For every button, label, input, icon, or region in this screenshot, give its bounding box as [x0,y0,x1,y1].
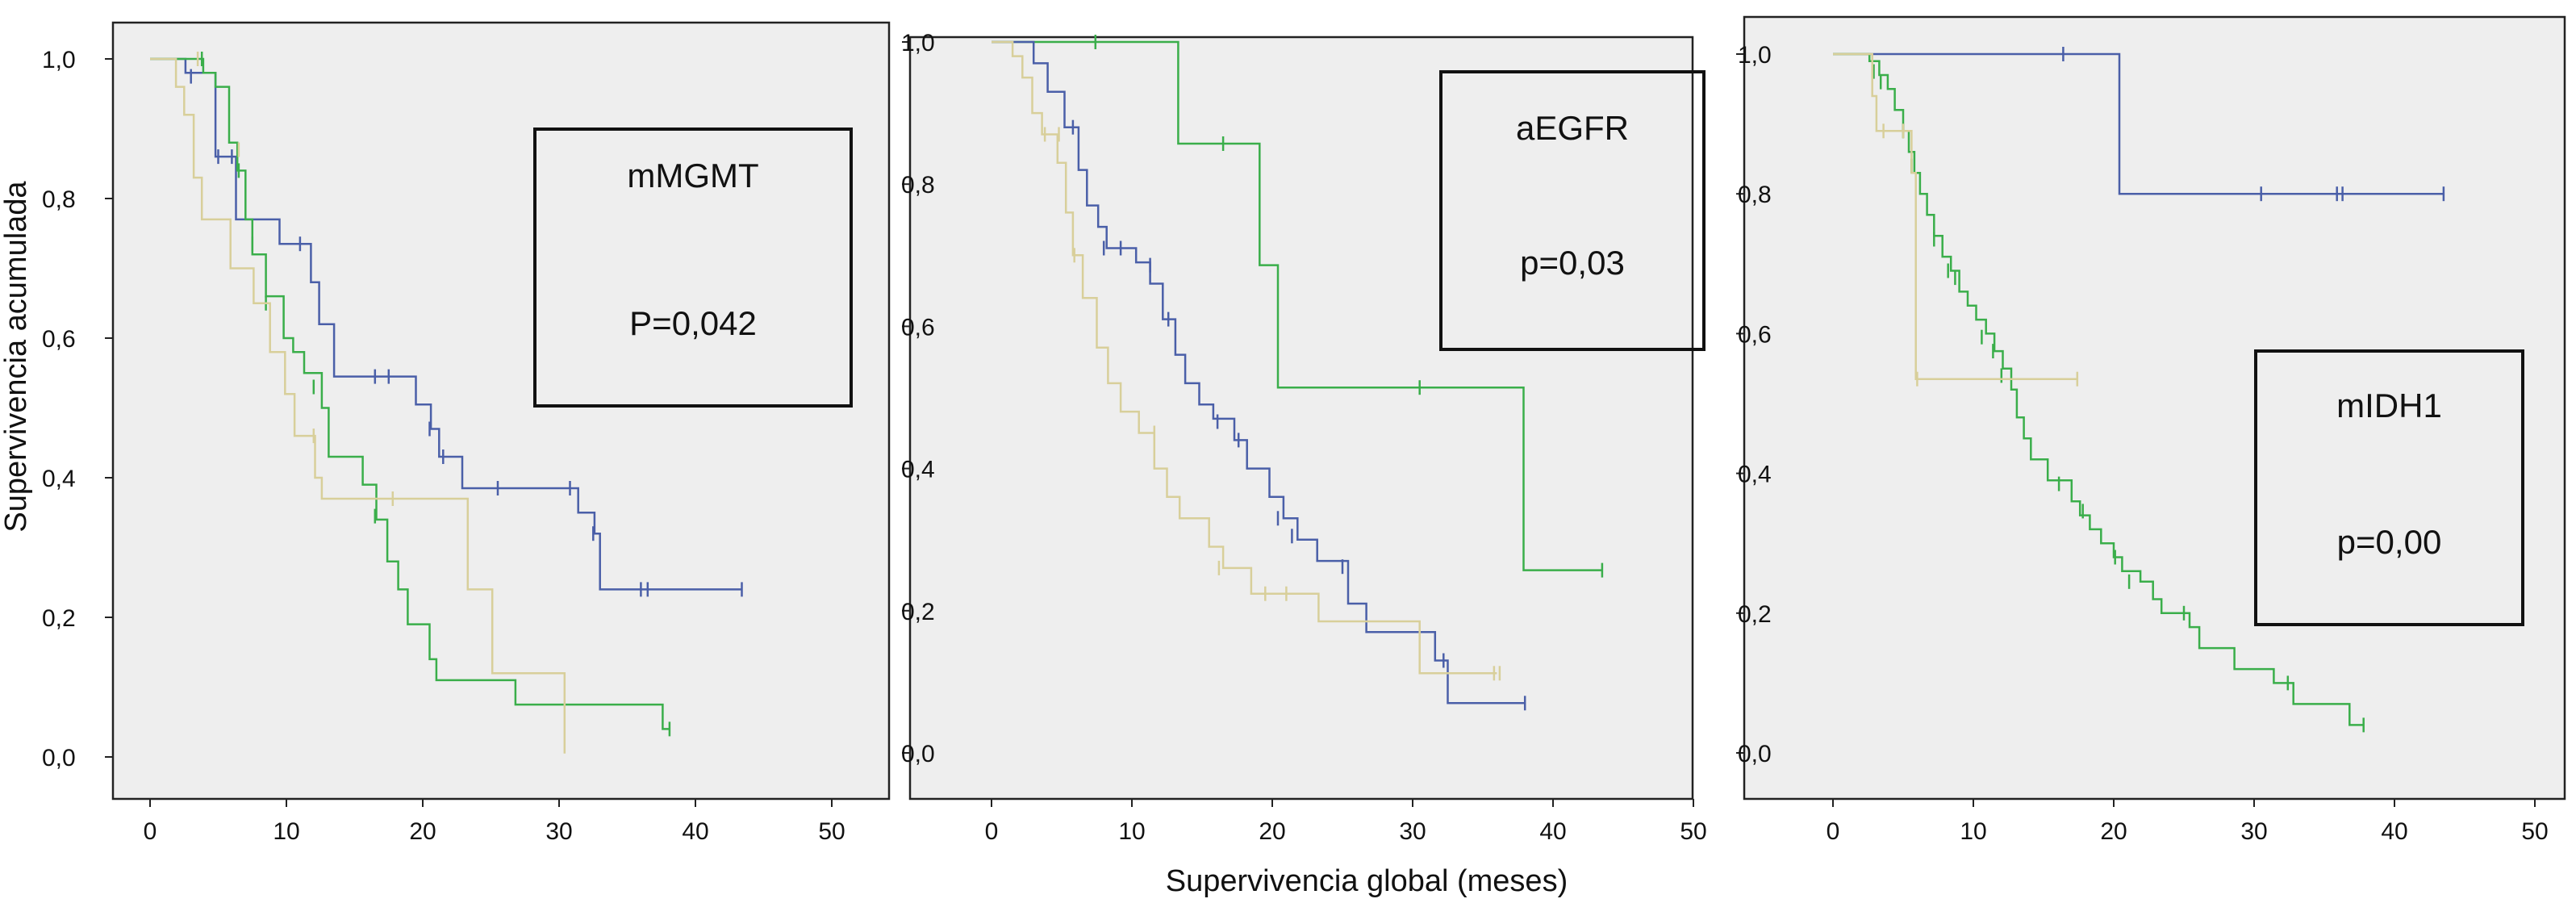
panel-3-x-tick-label: 50 [2521,818,2548,845]
panel-1-y-tick-label: 0,8 [42,186,76,213]
panel-2-x-tick-label: 20 [1259,818,1285,845]
panel-2-x-tick-label: 30 [1399,818,1426,845]
panel-1-x-tick-label: 20 [409,818,436,845]
panel-2-y-tick-label: 0,0 [901,741,935,767]
panel-1-plot-area [111,21,891,801]
panel-3-x-tick-label: 30 [2240,818,2267,845]
panel-3-y-tick-label: 0,2 [1738,601,1772,628]
panel-3-plot-area [1743,15,2566,801]
panel-3-p-value: p=0,00 [2337,523,2442,561]
panel-1-y-tick-label: 0,0 [42,745,76,771]
panel-1-marker-label: mMGMT [627,157,758,194]
panel-2-x-tick-label: 40 [1539,818,1566,845]
panel-2-y-tick-label: 0,8 [901,172,935,199]
panel-2-x-tick-label: 10 [1118,818,1145,845]
panel-2-plot-area [908,36,1694,801]
panel-1-y-tick-label: 0,6 [42,326,76,353]
panel-3-y-tick-label: 1,0 [1738,42,1772,69]
panel-3-x-tick-label: 0 [1827,818,1840,845]
panel-2-y-tick-label: 0,6 [901,314,935,341]
panel-3: 0 10 20 30 40 50 0,0 0,2 0,4 0,6 0,8 1,0 mIDH1 p=0,00 [1736,15,2566,845]
panel-3-y-tick-label: 0,4 [1738,462,1772,488]
panel-1-curve-green [150,57,670,730]
panel-1: 0 10 20 30 40 50 0,0 0,2 0,4 0,6 0,8 1,0 mMGMT P=0,04… [42,21,891,845]
panel-3-y-tick-label: 0,6 [1738,321,1772,348]
panel-2-annotation-box [1439,70,1706,351]
panel-1-curve-tan [150,57,566,754]
panel-3-y-tick-label: 0,8 [1738,182,1772,208]
panel-2-curve-tan [992,40,1497,675]
panel-2-y-tick-label: 0,4 [901,457,935,483]
panel-3-x-tick-label: 40 [2381,818,2407,845]
panel-1-x-tick-label: 10 [273,818,299,845]
panel-2-marker-label: aEGFR [1516,109,1629,147]
panel-1-annotation-box [533,128,853,408]
panel-1-x-tick-label: 30 [545,818,572,845]
panel-3-y-tick-label: 0,0 [1738,741,1772,767]
y-axis-label: Supervivencia acumulada [0,181,33,533]
panel-3-curve-green [1833,52,2364,726]
panel-1-x-tick-label: 50 [818,818,845,845]
panel-3-annotation-box [2254,349,2524,626]
panel-2: 0 10 20 30 40 50 0,0 0,2 0,4 0,6 0,8 1,0 aEGFR p=0,03 [901,30,1707,845]
panel-3-marker-label: mIDH1 [2336,387,2442,424]
panel-1-y-tick-label: 0,4 [42,466,76,492]
panel-1-y-tick-label: 1,0 [42,47,76,73]
panel-1-p-value: P=0,042 [629,304,757,342]
panel-2-y-tick-label: 1,0 [901,30,935,56]
x-axis-label: Supervivencia global (meses) [1166,864,1568,898]
panel-2-curve-green [992,40,1602,571]
panel-3-x-tick-label: 10 [1960,818,1986,845]
panel-2-y-tick-label: 0,2 [901,599,935,625]
panel-1-y-tick-label: 0,2 [42,605,76,632]
panel-3-x-tick-label: 20 [2100,818,2127,845]
panel-1-x-tick-label: 40 [682,818,708,845]
panel-3-curve-blue [1833,52,2444,195]
panel-1-x-tick-label: 0 [144,818,157,845]
panel-2-p-value: p=0,03 [1520,244,1625,282]
panel-3-curve-tan [1833,52,2077,380]
panel-2-x-tick-label: 0 [985,818,999,845]
panel-2-x-tick-label: 50 [1680,818,1706,845]
